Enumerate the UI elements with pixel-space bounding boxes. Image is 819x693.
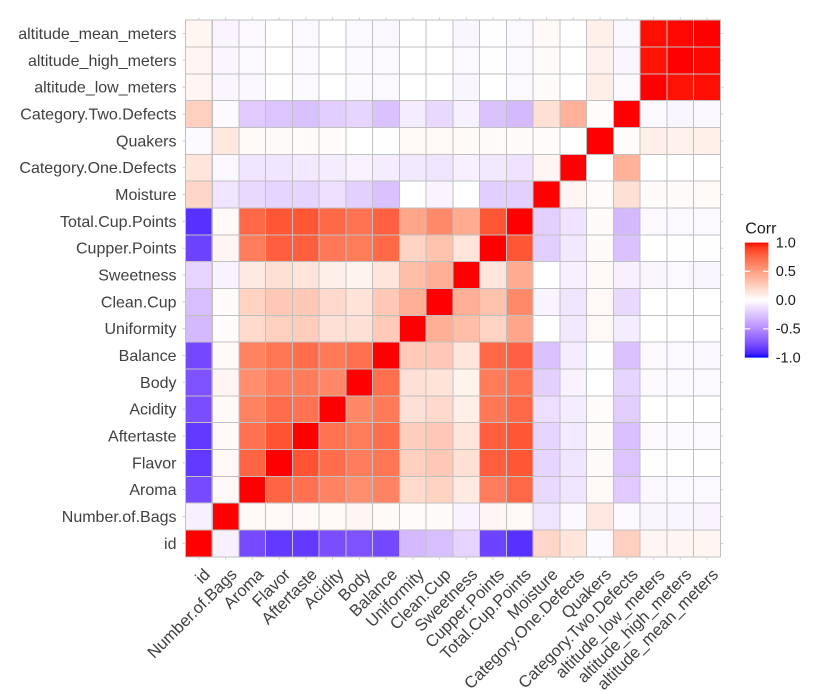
svg-text:Acidity: Acidity	[129, 402, 176, 419]
svg-text:altitude_mean_meters: altitude_mean_meters	[18, 26, 176, 43]
svg-text:-0.5: -0.5	[776, 322, 801, 338]
svg-text:Category.Two.Defects: Category.Two.Defects	[20, 106, 176, 123]
svg-text:0.0: 0.0	[776, 293, 796, 309]
svg-text:0.5: 0.5	[776, 264, 796, 280]
svg-text:-1.0: -1.0	[776, 350, 801, 366]
svg-text:Balance: Balance	[119, 348, 177, 365]
svg-text:Sweetness: Sweetness	[98, 267, 176, 284]
svg-text:Flavor: Flavor	[132, 455, 177, 472]
svg-text:Number.of.Bags: Number.of.Bags	[62, 509, 177, 526]
svg-text:Cupper.Points: Cupper.Points	[76, 241, 177, 258]
svg-text:Category.One.Defects: Category.One.Defects	[19, 160, 176, 177]
svg-text:Corr: Corr	[745, 220, 777, 237]
svg-text:altitude_low_meters: altitude_low_meters	[34, 80, 176, 97]
svg-text:Quakers: Quakers	[116, 133, 176, 150]
svg-text:Body: Body	[140, 375, 176, 392]
svg-text:Aftertaste: Aftertaste	[108, 429, 177, 446]
svg-text:Moisture: Moisture	[115, 187, 176, 204]
svg-text:Uniformity: Uniformity	[104, 321, 176, 338]
svg-text:1.0: 1.0	[776, 235, 796, 251]
svg-text:id: id	[164, 536, 176, 553]
svg-text:Total.Cup.Points: Total.Cup.Points	[60, 214, 177, 231]
svg-text:altitude_high_meters: altitude_high_meters	[28, 53, 177, 70]
svg-text:Aroma: Aroma	[129, 482, 176, 499]
svg-text:Clean.Cup: Clean.Cup	[101, 294, 177, 311]
